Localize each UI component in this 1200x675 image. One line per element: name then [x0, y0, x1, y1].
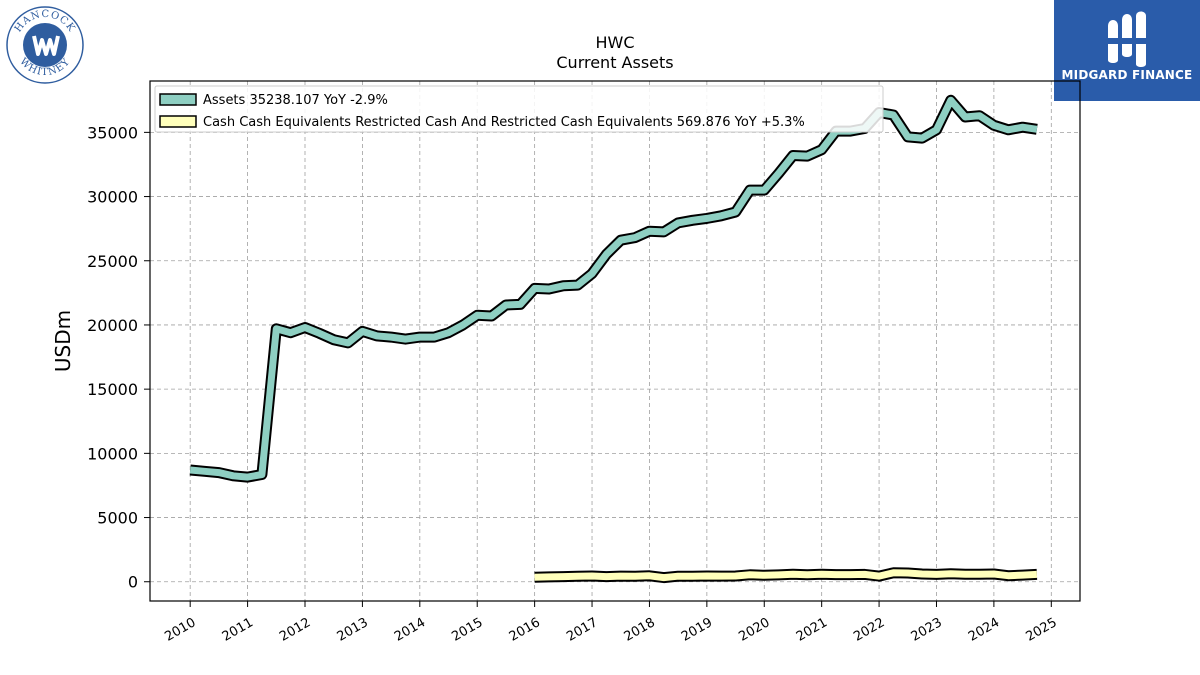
hancock-whitney-logo: HANCOCK WHITNEY	[4, 4, 86, 90]
x-tick-label: 2011	[220, 615, 256, 645]
midgard-finance-brand: MIDGARD FINANCE	[1054, 0, 1200, 101]
x-tick-label: 2024	[966, 615, 1002, 645]
legend-swatch-cash	[159, 115, 197, 128]
legend-label-cash: Cash Cash Equivalents Restricted Cash An…	[203, 115, 805, 130]
x-tick-label: 2020	[736, 615, 772, 645]
series-line-0	[189, 96, 1038, 481]
series-layer	[189, 94, 1038, 584]
x-tick-label: 2012	[277, 615, 313, 645]
grid	[150, 81, 1080, 601]
y-tick-label: 10000	[87, 444, 138, 463]
x-tick-label: 2022	[851, 615, 887, 645]
x-tick-label: 2016	[507, 615, 543, 645]
series-line-outline-0	[189, 94, 1038, 483]
plot-frame	[149, 80, 1081, 602]
y-axis-label: USDm	[51, 310, 75, 372]
x-tick-label: 2021	[794, 615, 830, 645]
x-tick-label: 2018	[622, 615, 658, 645]
chart-subtitle: Current Assets	[556, 53, 673, 72]
legend: Assets 35238.107 YoY -2.9% Cash Cash Equ…	[154, 85, 884, 133]
y-tick-label: 5000	[97, 509, 138, 528]
x-tick-label: 2014	[392, 615, 428, 645]
x-tick-label: 2019	[679, 615, 715, 645]
x-tick-label: 2023	[909, 615, 945, 645]
y-tick-label: 15000	[87, 380, 138, 399]
legend-swatch-assets	[159, 93, 197, 106]
y-tick-label: 0	[128, 573, 138, 592]
x-tick-label: 2025	[1023, 615, 1059, 645]
series-line-1	[534, 569, 1038, 582]
midgard-mark-icon	[1106, 11, 1148, 67]
y-tick-label: 30000	[87, 188, 138, 207]
x-tick-label: 2015	[449, 615, 485, 645]
axes: 2010 2011 2012 2013 2014 2015 2016 2017 2018 2019…	[87, 123, 1060, 644]
y-tick-label: 20000	[87, 316, 138, 335]
chart-title: HWC	[595, 33, 634, 52]
legend-frame	[154, 85, 884, 133]
x-tick-label: 2013	[335, 615, 371, 645]
y-tick-label: 35000	[87, 123, 138, 142]
x-tick-label: 2017	[564, 615, 600, 645]
legend-label-assets: Assets 35238.107 YoY -2.9%	[203, 93, 388, 108]
brand-name: MIDGARD FINANCE	[1061, 68, 1193, 82]
x-tick-label: 2010	[162, 615, 198, 645]
y-tick-label: 25000	[87, 252, 138, 271]
